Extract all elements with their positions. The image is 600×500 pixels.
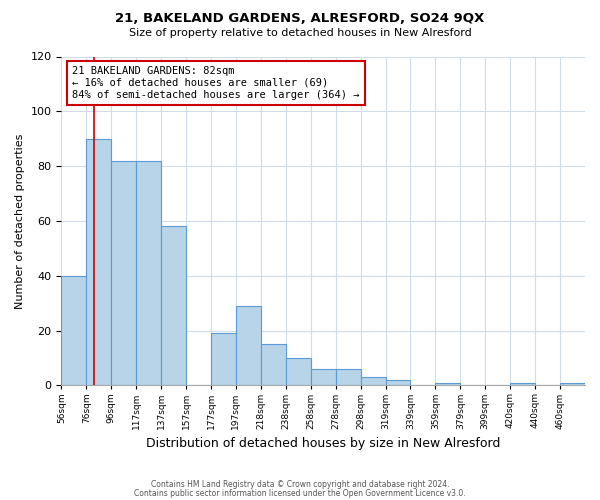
Bar xyxy=(311,369,335,386)
Text: Contains public sector information licensed under the Open Government Licence v3: Contains public sector information licen… xyxy=(134,488,466,498)
Bar xyxy=(161,226,186,386)
X-axis label: Distribution of detached houses by size in New Alresford: Distribution of detached houses by size … xyxy=(146,437,500,450)
Y-axis label: Number of detached properties: Number of detached properties xyxy=(15,133,25,308)
Text: 21 BAKELAND GARDENS: 82sqm
← 16% of detached houses are smaller (69)
84% of semi: 21 BAKELAND GARDENS: 82sqm ← 16% of deta… xyxy=(72,66,359,100)
Bar xyxy=(335,369,361,386)
Text: Contains HM Land Registry data © Crown copyright and database right 2024.: Contains HM Land Registry data © Crown c… xyxy=(151,480,449,489)
Bar xyxy=(361,377,386,386)
Bar xyxy=(111,160,136,386)
Bar xyxy=(436,382,460,386)
Bar xyxy=(136,160,161,386)
Bar xyxy=(560,382,585,386)
Bar xyxy=(386,380,410,386)
Bar xyxy=(211,334,236,386)
Bar xyxy=(236,306,261,386)
Bar xyxy=(261,344,286,386)
Bar xyxy=(286,358,311,386)
Text: Size of property relative to detached houses in New Alresford: Size of property relative to detached ho… xyxy=(128,28,472,38)
Text: 21, BAKELAND GARDENS, ALRESFORD, SO24 9QX: 21, BAKELAND GARDENS, ALRESFORD, SO24 9Q… xyxy=(115,12,485,26)
Bar xyxy=(61,276,86,386)
Bar xyxy=(510,382,535,386)
Bar xyxy=(86,138,111,386)
